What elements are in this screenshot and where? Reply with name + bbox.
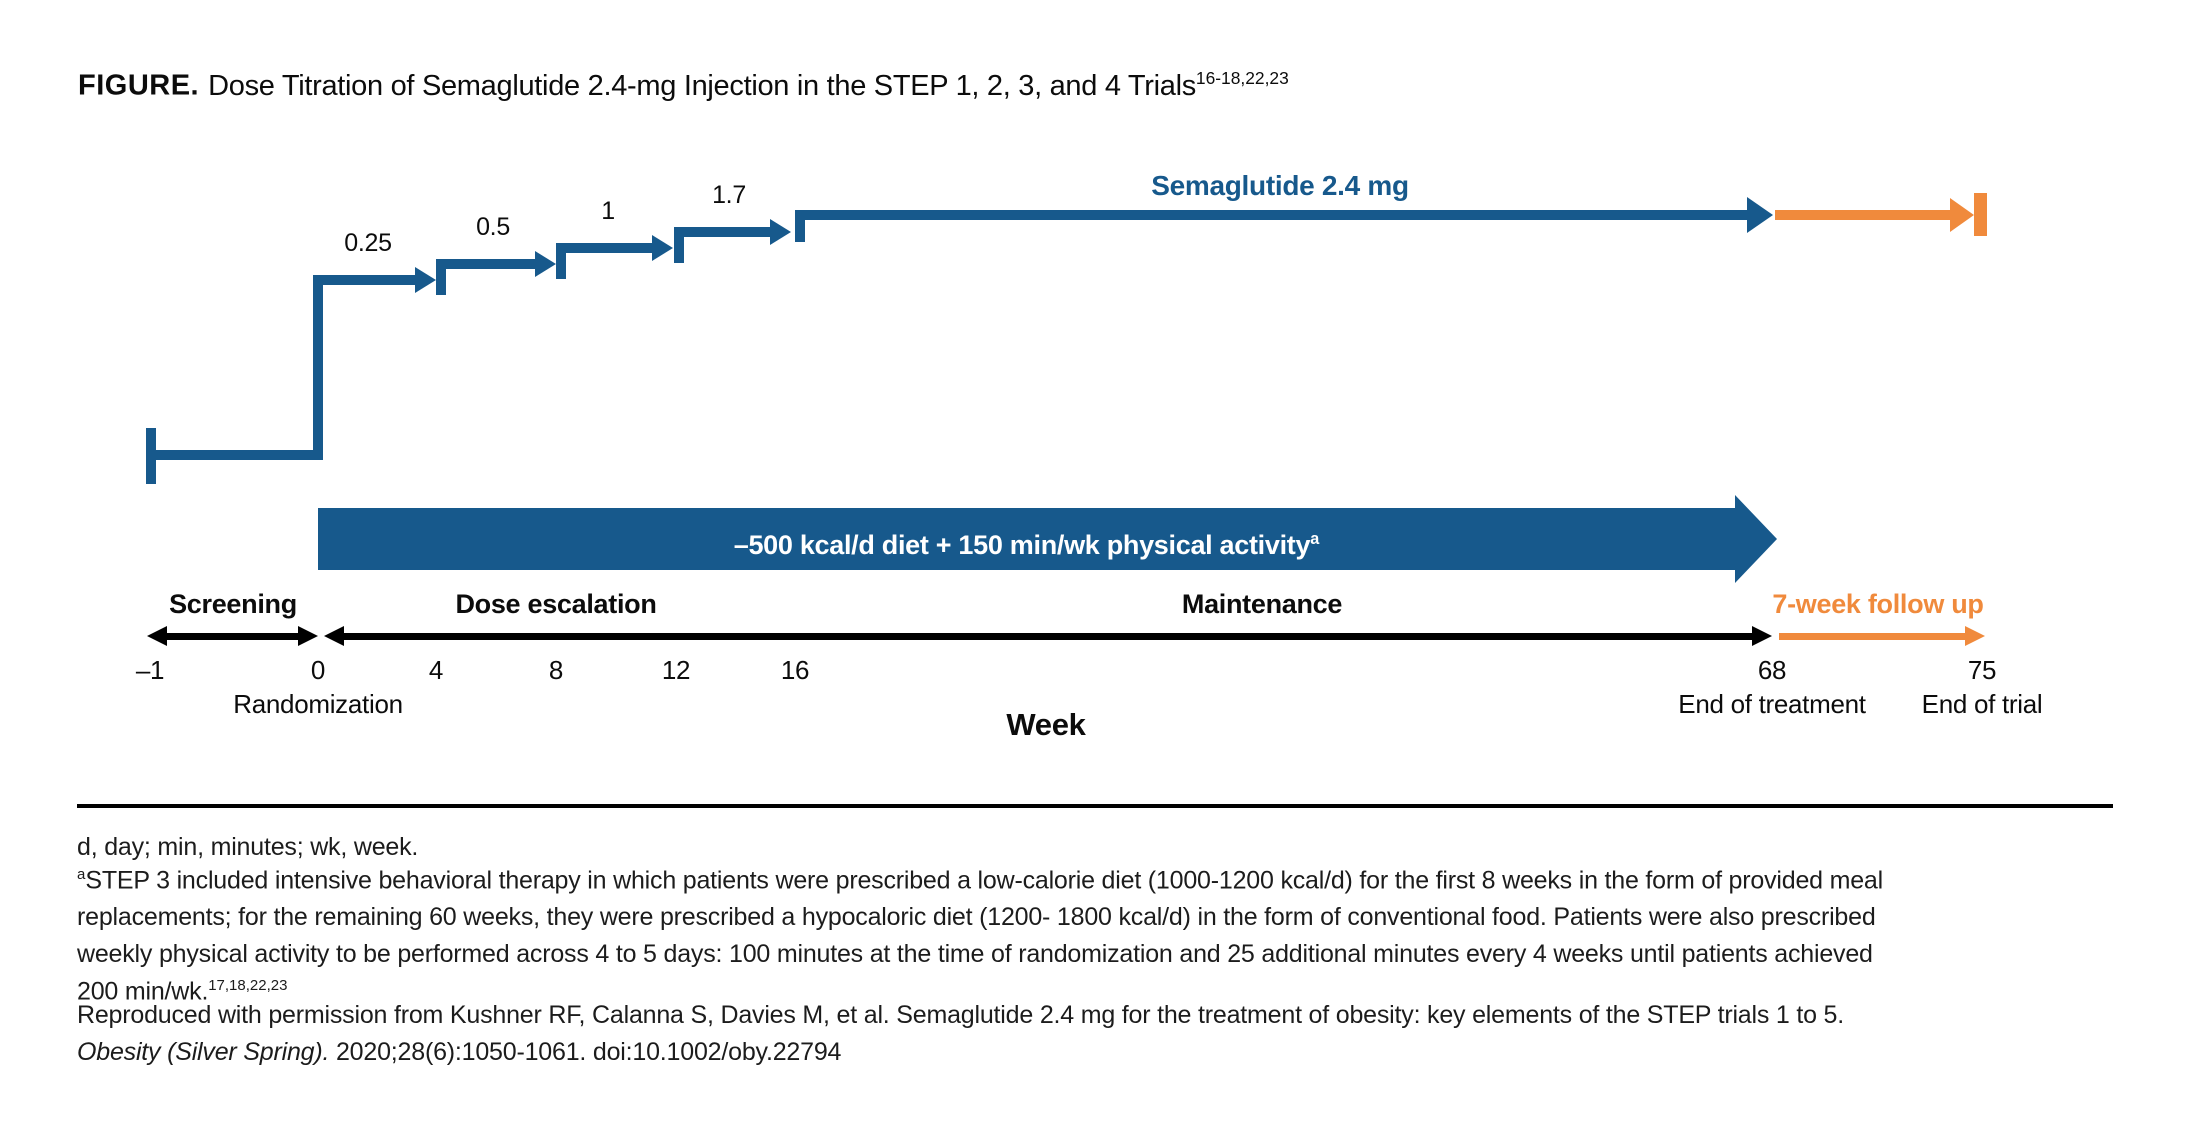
dose-step-riser	[436, 259, 446, 295]
footnote-abbreviations: d, day; min, minutes; wk, week.	[77, 833, 419, 861]
dose-step-bar	[436, 259, 535, 269]
footnote-a-text: 200 min/wk.	[77, 977, 209, 1006]
figure-title-text: Dose Titration of Semaglutide 2.4-mg Inj…	[208, 69, 1196, 102]
followup-arrowhead	[1950, 198, 1974, 232]
timeline-line	[1779, 633, 1967, 640]
dose-step-bar	[556, 243, 652, 253]
week-tick: –1	[135, 655, 165, 685]
footnote-a-marker: a	[77, 866, 86, 883]
footnote-a-line: aSTEP 3 included intensive behavioral th…	[77, 866, 1883, 895]
week-tick: 68	[1757, 655, 1787, 685]
left-arrowhead-icon	[324, 626, 344, 646]
lifestyle-banner-text: –500 kcal/d diet + 150 min/wk physical a…	[318, 508, 1735, 570]
dose-step-label: 0.5	[476, 213, 510, 241]
right-arrowhead-icon	[298, 626, 318, 646]
phase-label-maintenance: Maintenance	[1181, 589, 1343, 619]
week-tick: 12	[661, 655, 691, 685]
figure-label: FIGURE.	[78, 69, 200, 102]
dose-step-bar	[313, 275, 415, 285]
timeline-line	[164, 633, 302, 640]
screening-baseline	[146, 450, 323, 460]
right-arrowhead-icon	[1752, 626, 1772, 646]
week-axis-label: Week	[1006, 707, 1086, 742]
dose-step-label: 0.25	[344, 229, 392, 257]
citation-line: Reproduced with permission from Kushner …	[77, 1001, 1844, 1029]
footnote-a-line: 200 min/wk.17,18,22,23	[77, 977, 287, 1006]
maintenance-dose-label: Semaglutide 2.4 mg	[1151, 170, 1409, 201]
week-tick: 8	[548, 655, 564, 685]
phase-label-dose-escalation: Dose escalation	[455, 589, 657, 619]
figure-title: FIGURE. Dose Titration of Semaglutide 2.4…	[78, 68, 1289, 103]
phase-label-screening: Screening	[169, 589, 297, 619]
week-tick: 75	[1967, 655, 1997, 685]
phase-label-follow-up: 7-week follow up	[1772, 589, 1984, 619]
footnote-a-text: STEP 3 included intensive behavioral the…	[85, 866, 1883, 895]
dose-step-arrowhead	[415, 267, 436, 293]
maintenance-arrowhead	[1747, 197, 1773, 233]
week-tick: 16	[780, 655, 810, 685]
dose-step-arrowhead	[770, 219, 791, 245]
milestone-end-of-trial: End of trial	[1921, 689, 2043, 719]
milestone-end-of-treatment: End of treatment	[1678, 689, 1866, 719]
timeline-line	[341, 633, 1755, 640]
footnote-a-line: replacements; for the remaining 60 weeks…	[77, 903, 1876, 931]
dose-step-riser	[556, 243, 566, 279]
milestone-randomization: Randomization	[233, 689, 403, 719]
lifestyle-banner-label: –500 kcal/d diet + 150 min/wk physical a…	[733, 530, 1311, 560]
footnote-a-refs: 17,18,22,23	[208, 977, 288, 994]
followup-line	[1775, 210, 1950, 220]
lifestyle-banner-arrowhead	[1735, 495, 1777, 583]
maintenance-riser	[795, 210, 805, 242]
dose-step-riser	[674, 227, 684, 263]
dose-step-arrowhead	[652, 235, 673, 261]
randomization-riser	[313, 275, 323, 460]
citation-line: Obesity (Silver Spring). 2020;28(6):1050…	[77, 1038, 841, 1067]
dose-step-label: 1	[601, 197, 615, 225]
week-tick: 4	[428, 655, 444, 685]
left-arrowhead-icon	[147, 626, 167, 646]
maintenance-line	[795, 210, 1747, 220]
citation-journal: Obesity (Silver Spring).	[77, 1038, 330, 1066]
dose-step-arrowhead	[535, 251, 556, 277]
dose-step-label: 1.7	[712, 181, 746, 209]
lifestyle-banner-body	[318, 508, 1735, 570]
citation-rest: 2020;28(6):1050-1061. doi:10.1002/oby.22…	[329, 1038, 842, 1066]
footnote-a-line: weekly physical activity to be performed…	[77, 940, 1873, 968]
lifestyle-banner-footnote-marker: a	[1310, 530, 1320, 548]
dose-step-bar	[674, 227, 770, 237]
trial-end-cap	[1974, 193, 1987, 236]
figure-title-refs: 16-18,22,23	[1195, 68, 1289, 88]
week-tick: 0	[310, 655, 326, 685]
right-arrowhead-icon	[1965, 626, 1985, 646]
footnote-divider	[77, 804, 2113, 808]
